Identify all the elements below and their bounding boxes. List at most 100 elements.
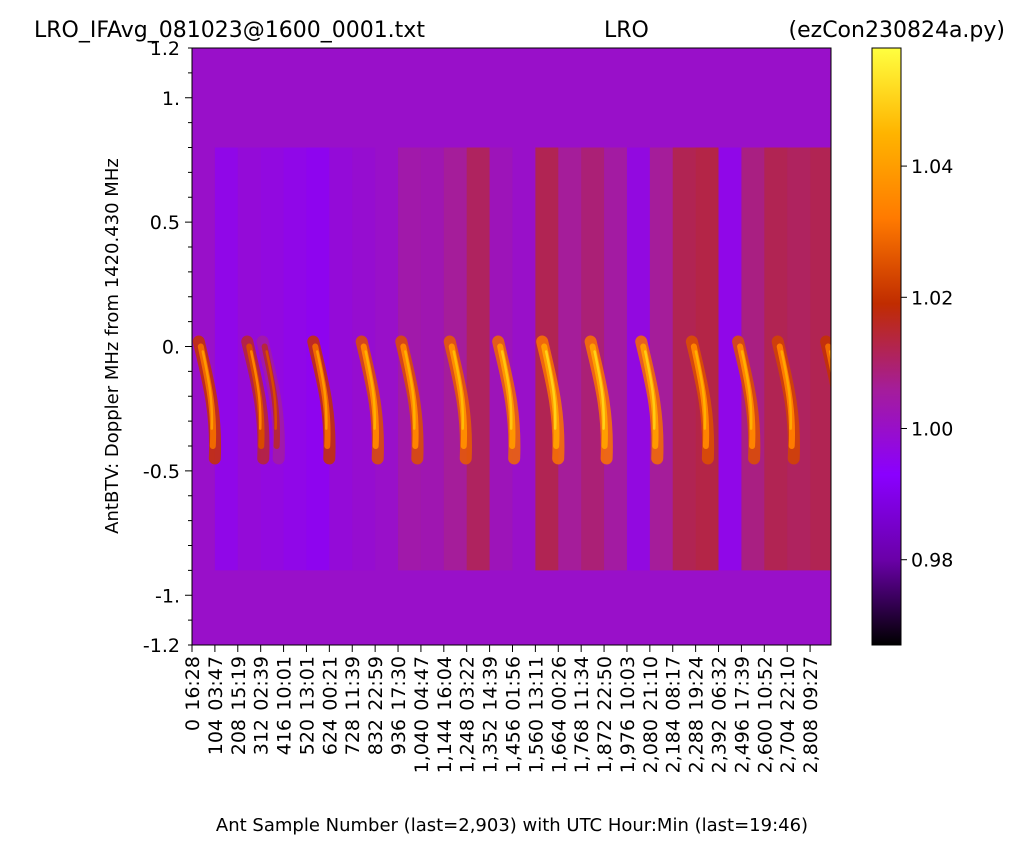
x-tick-sample-7: 728: [342, 719, 364, 755]
x-tick-utc-7: 11:39: [342, 656, 364, 711]
heatmap-plot-area: [192, 48, 831, 645]
x-tick-utc-17: 11:34: [571, 656, 593, 711]
x-tick-sample-16: 1,664: [548, 719, 570, 773]
signal-streak-2: [256, 335, 285, 465]
band-column-4: [283, 147, 307, 571]
colorbar-tick-label-2: 1.02: [911, 287, 953, 309]
x-tick-utc-3: 02:39: [251, 656, 273, 711]
signal-streak-0: [192, 335, 222, 465]
signal-streak-7: [492, 335, 521, 465]
x-tick-sample-4: 416: [274, 719, 296, 755]
y-axis: 1.2 1. 0.5 0. -0.5 -1. -1.2: [143, 38, 192, 657]
x-tick-utc-26: 22:10: [777, 656, 799, 711]
x-tick-utc-11: 16:04: [434, 656, 456, 711]
x-tick-utc-10: 04:47: [411, 656, 433, 711]
x-tick-utc-25: 10:52: [754, 656, 776, 711]
heatmap-signal-streaks: [192, 335, 831, 465]
x-tick-sample-11: 1,144: [434, 719, 456, 773]
y-axis-label: AntBTV: Doppler MHz from 1420.430 MHz: [102, 158, 123, 534]
band-column-27: [810, 147, 831, 571]
x-tick-sample-22: 2,288: [686, 719, 708, 773]
band-column-19: [626, 147, 651, 571]
x-tick-utc-20: 21:10: [640, 656, 662, 711]
x-tick-utc-19: 10:03: [617, 656, 639, 711]
x-tick-utc-15: 13:11: [525, 656, 547, 711]
x-tick-sample-6: 624: [319, 719, 341, 755]
band-column-21: [672, 147, 696, 571]
band-column-8: [375, 147, 399, 571]
signal-streak-3: [307, 335, 336, 465]
colorbar-tick-label-0: 0.98: [911, 550, 953, 572]
x-tick-sample-8: 832: [365, 719, 387, 755]
x-tick-sample-21: 2,184: [663, 719, 685, 773]
colorbar-tick-label-3: 1.04: [911, 156, 953, 178]
y-tick-label-1: 1.: [162, 88, 180, 110]
x-tick-sample-12: 1,248: [457, 719, 479, 773]
x-tick-utc-1: 03:47: [205, 656, 227, 711]
x-tick-utc-18: 22:50: [594, 656, 616, 711]
heatmap-band-columns: [192, 147, 831, 571]
x-tick-sample-15: 1,560: [525, 719, 547, 773]
x-tick-utc-24: 17:39: [731, 656, 753, 711]
x-tick-utc-5: 13:01: [296, 656, 318, 711]
x-tick-utc-4: 10:01: [274, 656, 296, 711]
x-tick-utc-8: 22:59: [365, 656, 387, 711]
x-tick-utc-6: 00:21: [319, 656, 341, 711]
band-column-26: [787, 147, 811, 571]
y-tick-label-6: -1.2: [143, 635, 180, 657]
band-column-18: [604, 147, 628, 571]
band-column-23: [718, 147, 742, 571]
signal-streak-12: [732, 335, 761, 465]
x-axis: 16:28003:4710415:1920802:3931210:0141613…: [182, 645, 822, 773]
x-tick-sample-1: 104: [205, 719, 227, 755]
x-tick-sample-13: 1,352: [480, 719, 502, 773]
signal-streak-9: [584, 335, 613, 465]
x-tick-sample-23: 2,392: [709, 719, 731, 773]
x-tick-sample-19: 1,976: [617, 719, 639, 773]
x-tick-sample-0: 0: [182, 719, 204, 731]
signal-streak-10: [635, 335, 664, 465]
chart-title-left: LRO_IFAvg_081023@1600_0001.txt: [34, 18, 425, 43]
band-column-12: [466, 147, 490, 571]
x-tick-sample-26: 2,704: [777, 719, 799, 773]
x-tick-utc-14: 01:56: [502, 656, 524, 711]
signal-streak-1: [241, 335, 270, 465]
x-tick-utc-22: 19:24: [686, 656, 708, 711]
x-tick-sample-14: 1,456: [502, 719, 524, 773]
band-column-22: [695, 147, 719, 571]
signal-streak-8: [536, 335, 565, 465]
x-tick-sample-25: 2,600: [754, 719, 776, 773]
x-tick-sample-17: 1,768: [571, 719, 593, 773]
x-tick-utc-13: 14:39: [480, 656, 502, 711]
x-tick-sample-3: 312: [251, 719, 273, 755]
colorbar-ticks: 0.98 1.00 1.02 1.04: [901, 156, 953, 572]
y-tick-label-0: 1.2: [150, 38, 180, 60]
band-column-20: [649, 147, 674, 571]
chart-title-right: (ezCon230824a.py): [789, 18, 1005, 43]
signal-streak-14: [820, 335, 831, 391]
x-tick-utc-23: 06:32: [709, 656, 731, 711]
x-tick-sample-24: 2,496: [731, 719, 753, 773]
signal-streak-4: [355, 335, 384, 465]
x-tick-sample-5: 520: [296, 719, 318, 755]
x-tick-sample-18: 1,872: [594, 719, 616, 773]
x-axis-label: Ant Sample Number (last=2,903) with UTC …: [216, 815, 808, 836]
x-tick-sample-20: 2,080: [640, 719, 662, 773]
band-column-1: [214, 147, 239, 571]
x-tick-utc-21: 08:17: [663, 656, 685, 711]
colorbar-tick-label-1: 1.00: [911, 419, 953, 441]
signal-streak-6: [443, 335, 472, 465]
band-column-16: [558, 147, 582, 571]
band-column-6: [329, 147, 353, 571]
y-tick-label-4: -0.5: [143, 461, 180, 483]
x-tick-utc-2: 15:19: [228, 656, 250, 711]
signal-streak-11: [685, 335, 715, 465]
x-tick-utc-9: 17:30: [388, 656, 410, 711]
y-tick-label-2: 0.5: [150, 212, 180, 234]
y-tick-label-5: -1.: [155, 585, 180, 607]
x-tick-sample-27: 2,808: [800, 719, 822, 773]
band-column-24: [741, 147, 765, 571]
signal-streak-5: [395, 335, 424, 465]
x-tick-sample-2: 208: [228, 719, 250, 755]
